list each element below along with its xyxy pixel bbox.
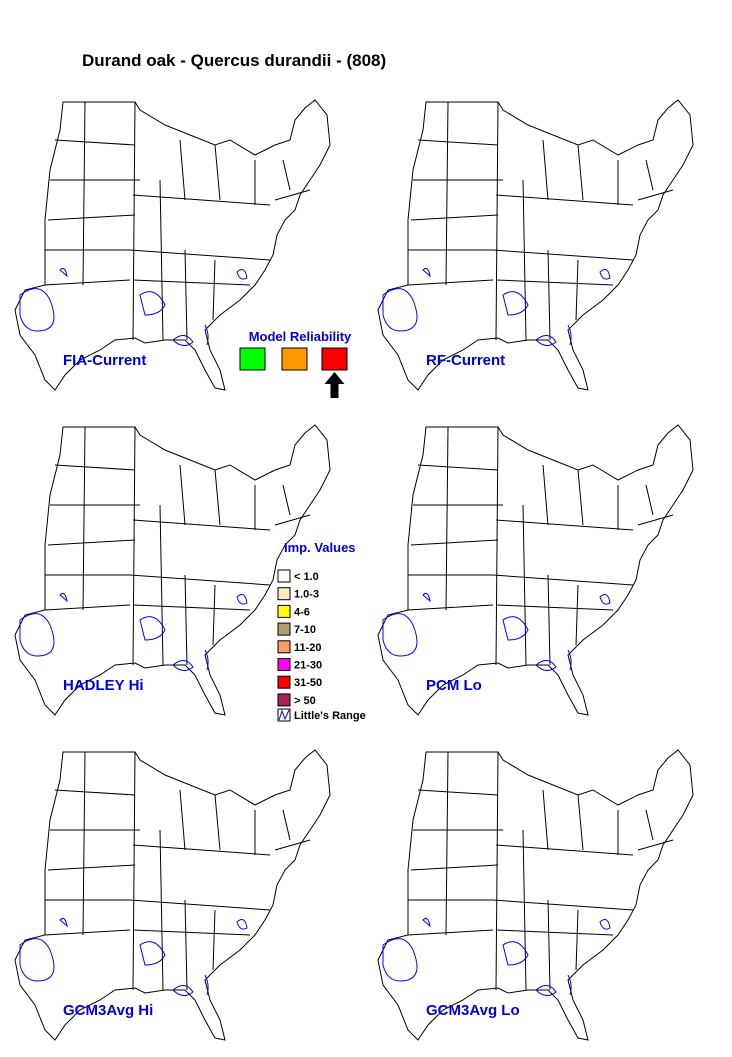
map-label: GCM3Avg Hi — [63, 1002, 153, 1019]
legend-label: 31-50 — [294, 677, 322, 689]
legend-label: < 1.0 — [294, 571, 319, 583]
legend-swatch — [277, 569, 291, 583]
map-label: FIA-Current — [63, 352, 146, 369]
map-shape — [14, 99, 331, 391]
legend-title: Imp. Values — [284, 540, 356, 555]
legend-swatch — [277, 658, 291, 671]
legend-swatch — [277, 675, 291, 689]
map-label: HADLEY Hi — [63, 677, 144, 694]
map: GCM3Avg Lo — [377, 749, 694, 1041]
range-label: Little's Range — [294, 710, 366, 722]
legend-swatch — [277, 640, 291, 654]
legend-label: 21-30 — [294, 660, 322, 672]
reliability-box — [321, 347, 348, 371]
range-legend: Little's Range — [277, 708, 366, 722]
legend-label: 1.0-3 — [294, 589, 319, 601]
map-label: GCM3Avg Lo — [426, 1002, 520, 1019]
legend-swatch — [277, 693, 291, 707]
map-shape — [14, 749, 331, 1041]
map: RF-Current — [377, 99, 694, 391]
map: HADLEY Hi — [14, 424, 331, 716]
map-shape — [377, 749, 694, 1041]
map-shape — [377, 424, 694, 716]
legend-label: 4-6 — [294, 606, 310, 618]
reliability-box — [239, 347, 266, 371]
map-shape — [377, 99, 694, 391]
map-label: PCM Lo — [426, 677, 482, 694]
reliability-box — [281, 347, 308, 371]
legend-label: 11-20 — [294, 642, 322, 654]
legend-label: > 50 — [294, 695, 316, 707]
title: Durand oak - Quercus durandii - (808) — [82, 51, 386, 70]
map: GCM3Avg Hi — [14, 749, 331, 1041]
legend-swatch — [277, 604, 291, 618]
reliability-arrow — [324, 372, 345, 398]
reliability-title: Model Reliability — [249, 329, 352, 344]
legend-swatch — [277, 622, 291, 636]
legend-swatch — [277, 587, 291, 601]
map-label: RF-Current — [426, 352, 505, 369]
map: FIA-Current — [14, 99, 331, 391]
legend-label: 7-10 — [294, 624, 316, 636]
map: PCM Lo — [377, 424, 694, 716]
